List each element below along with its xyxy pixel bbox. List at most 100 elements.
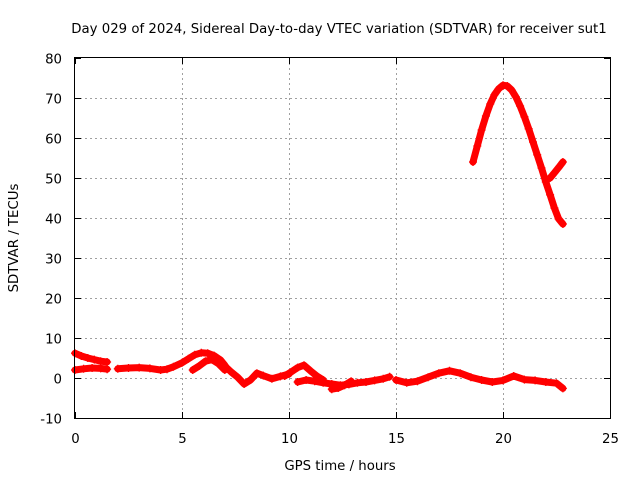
data-point (477, 126, 486, 134)
data-point (163, 365, 171, 374)
data-point (529, 138, 537, 146)
data-point (509, 372, 518, 380)
series-trace (469, 81, 567, 228)
y-tick-label: -10 (40, 413, 62, 428)
data-point (353, 378, 362, 387)
y-tick-label: 0 (54, 373, 62, 388)
data-point (520, 112, 529, 121)
y-tick-label: 50 (45, 173, 62, 188)
data-point (558, 384, 567, 393)
x-tick-label: 5 (178, 432, 186, 447)
y-tick-label: 80 (45, 53, 62, 68)
data-point (334, 384, 343, 392)
data-point (88, 364, 97, 372)
data-series-s1 (71, 349, 112, 366)
y-tick-label: 30 (45, 253, 62, 268)
data-point (392, 376, 400, 384)
data-point (469, 158, 477, 166)
data-point (385, 372, 394, 381)
data-point (550, 168, 559, 177)
data-point (550, 204, 559, 212)
x-tick-label: 0 (71, 432, 79, 447)
data-point (445, 366, 454, 375)
data-point (402, 378, 411, 387)
data-point (554, 214, 563, 223)
plot-frame (74, 57, 611, 419)
data-point (310, 377, 319, 386)
data-point (96, 357, 105, 366)
data-point (227, 368, 236, 376)
data-point (178, 358, 186, 367)
data-point (541, 378, 550, 386)
x-tick-label: 20 (495, 432, 512, 447)
data-series-s11 (546, 158, 567, 182)
series-trace (546, 158, 567, 182)
series-trace (221, 362, 293, 388)
data-point (201, 357, 210, 366)
data-point (252, 369, 261, 378)
data-point (259, 371, 268, 380)
data-point (488, 378, 497, 386)
data-point (240, 380, 249, 388)
data-point (516, 102, 525, 110)
data-point (379, 374, 388, 383)
data-point (83, 354, 92, 362)
data-point (293, 378, 302, 386)
y-tick-label: 70 (45, 93, 62, 108)
data-point (494, 84, 503, 93)
data-point (319, 378, 328, 387)
data-series-s8 (327, 377, 356, 394)
y-tick-label: 40 (45, 213, 62, 228)
data-point (370, 376, 379, 385)
data-point (481, 112, 490, 120)
data-point (293, 363, 302, 372)
data-point (124, 364, 133, 372)
data-series-s9 (392, 366, 567, 393)
data-point (520, 375, 529, 384)
data-point (233, 373, 242, 382)
data-point (524, 124, 533, 133)
data-point (184, 354, 193, 363)
y-tick-label: 20 (45, 293, 62, 308)
data-point (424, 373, 433, 382)
data-point (554, 163, 563, 172)
data-point (507, 86, 516, 94)
data-series-s10 (469, 81, 567, 228)
data-point (347, 377, 356, 386)
data-point (531, 376, 540, 385)
x-tick-labels: 0 5 10 15 20 25 (71, 432, 619, 447)
y-tick-labels: -10 0 10 20 30 40 50 60 70 80 (40, 53, 62, 428)
data-point (267, 374, 276, 383)
data-point (90, 355, 99, 364)
data-point (546, 174, 555, 182)
data-point (466, 373, 475, 382)
data-point (145, 364, 154, 373)
data-point (300, 361, 308, 370)
data-point (486, 100, 495, 108)
data-point (552, 379, 561, 388)
data-point (490, 90, 499, 99)
data-point (434, 369, 443, 378)
data-point (546, 190, 555, 199)
data-point (287, 368, 296, 376)
grid (75, 58, 610, 418)
data-point (79, 364, 88, 373)
data-point (327, 385, 336, 394)
data-point (340, 381, 349, 390)
x-tick-label: 10 (281, 432, 298, 447)
data-point (558, 220, 567, 228)
data-point (477, 376, 486, 384)
data-point (413, 377, 422, 386)
axis-ticks (75, 58, 611, 419)
data-point (77, 352, 86, 360)
data-point (499, 81, 507, 90)
data-point (537, 164, 546, 172)
data-point (503, 82, 512, 90)
data-series-s2 (71, 364, 112, 374)
data-point (558, 158, 567, 166)
x-tick-label: 15 (388, 432, 405, 447)
y-axis-label: SDTVAR / TECUs (7, 184, 22, 293)
data-point (135, 363, 144, 372)
data-point (214, 359, 223, 368)
